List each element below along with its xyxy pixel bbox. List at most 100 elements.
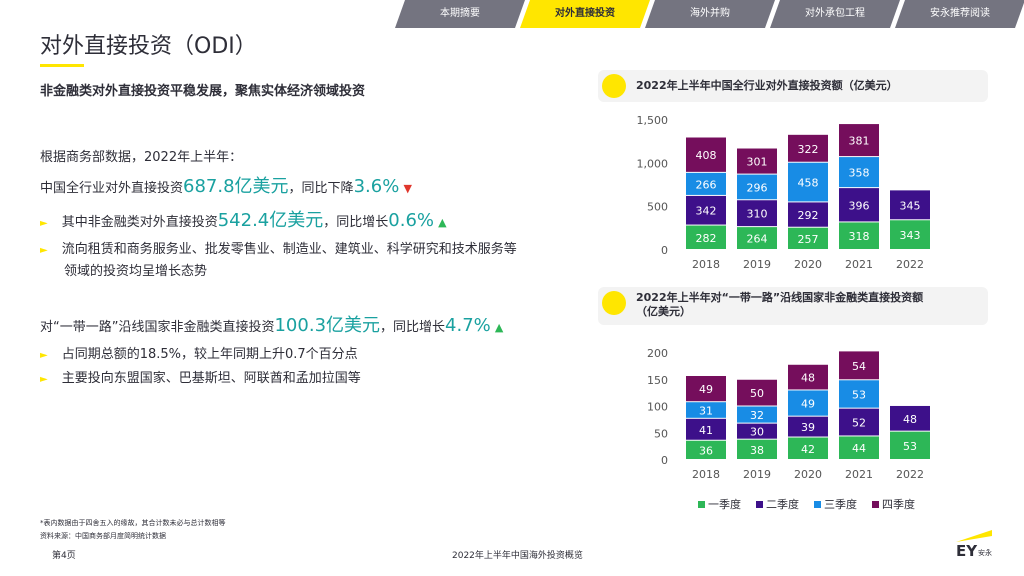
legend-label: 二季度 (766, 497, 799, 511)
bar-data-label: 53 (903, 440, 917, 453)
total-odi-line: 中国全行业对外直接投资687.8亿美元，同比下降3.6% ▼ (40, 172, 412, 198)
footnote: *表内数据由于四舍五入的缘故，其合计数未必与总计数相等 (40, 519, 226, 527)
source-note: 资料来源：中国商务部月度简明统计数据 (40, 532, 166, 540)
y-tick-label: 1,000 (637, 157, 669, 170)
y-tick-label: 50 (654, 427, 668, 440)
x-tick-label: 2020 (794, 258, 822, 271)
bar-segment (839, 436, 879, 459)
sectors-text-line1: 流向租赁和商务服务业、批发零售业、制造业、建筑业、科学研究和技术服务等 (61, 242, 517, 257)
ey-logo-subtext: 安永 (978, 548, 992, 557)
legend-swatch (872, 501, 879, 508)
bar-data-label: 42 (801, 443, 815, 456)
bar-segment (686, 137, 726, 172)
bar-segment (788, 202, 828, 227)
bar-data-label: 343 (900, 229, 921, 242)
bar-data-label: 39 (801, 421, 815, 434)
bar-data-label: 358 (849, 167, 870, 180)
bar-segment (788, 437, 828, 459)
belt-road-label: 对“一带一路”沿线国家非金融类直接投资 (40, 320, 275, 335)
y-tick-label: 150 (647, 374, 668, 387)
bar-data-label: 257 (798, 233, 819, 246)
bar-data-label: 408 (696, 149, 717, 162)
total-odi-value: 687.8亿美元 (183, 176, 289, 197)
nonfinancial-value: 542.4亿美元 (217, 210, 324, 231)
bar-data-label: 49 (699, 383, 713, 396)
bullet-arrow-icon: ► (40, 245, 48, 256)
bar-data-label: 30 (750, 426, 764, 439)
bar-segment (890, 405, 930, 431)
yellow-dot-icon (602, 74, 626, 98)
bar-data-label: 48 (801, 372, 815, 385)
y-tick-label: 0 (661, 454, 668, 467)
sectors-text-line2: 领域的投资均呈增长态势 (64, 264, 208, 279)
up-arrow-icon: ▲ (494, 321, 504, 334)
bar-segment (839, 380, 879, 408)
bar-data-label: 292 (798, 209, 819, 222)
destinations-text: 主要投向东盟国家、巴基斯坦、阿联酋和孟加拉国等 (61, 371, 361, 386)
bar-data-label: 54 (852, 360, 866, 373)
bar-data-label: 322 (798, 143, 819, 156)
nonfinancial-change-value: 0.6% (388, 210, 434, 231)
x-tick-label: 2018 (692, 258, 720, 271)
bar-segment (686, 440, 726, 459)
y-tick-label: 200 (647, 347, 668, 360)
bar-data-label: 458 (798, 177, 819, 190)
bar-data-label: 318 (849, 230, 870, 243)
bar-data-label: 31 (699, 405, 713, 418)
legend-swatch (814, 501, 821, 508)
bar-data-label: 50 (750, 387, 764, 400)
tab-overseas-contracting[interactable]: 对外承包工程 (770, 0, 900, 28)
x-tick-label: 2019 (743, 258, 771, 271)
bar-data-label: 301 (747, 156, 768, 169)
bullet-nonfinancial: ► 其中非金融类对外直接投资542.4亿美元，同比增长0.6% ▲ (40, 206, 447, 232)
bullet-sectors: ► 流向租赁和商务服务业、批发零售业、制造业、建筑业、科学研究和技术服务等 (40, 238, 517, 257)
y-tick-label: 500 (647, 201, 668, 214)
bar-segment (788, 364, 828, 390)
y-tick-label: 0 (661, 244, 668, 257)
bar-segment (839, 157, 879, 188)
bar-segment (788, 416, 828, 437)
nonfinancial-label: 其中非金融类对外直接投资 (61, 215, 218, 230)
bar-data-label: 41 (699, 424, 713, 437)
bar-data-label: 266 (696, 178, 717, 191)
title-underline (40, 64, 84, 67)
chart2-header: 2022年上半年对“一带一路”沿线国家非金融类直接投资额 （亿美元） (598, 287, 988, 325)
bar-segment (839, 222, 879, 249)
share-text: 占同期总额的18.5%，较上年同期上升0.7个百分点 (61, 347, 358, 362)
bar-segment (737, 423, 777, 439)
total-odi-label: 中国全行业对外直接投资 (40, 181, 184, 196)
legend-label: 一季度 (708, 497, 741, 511)
ey-logo: EY 安永 (952, 528, 996, 560)
ey-logo-mark-icon: EY 安永 (956, 530, 992, 560)
intro-text: 根据商务部数据，2022年上半年： (40, 150, 243, 165)
bar-data-label: 282 (696, 232, 717, 245)
bar-data-label: 264 (747, 233, 768, 246)
bar-data-label: 296 (747, 181, 768, 194)
x-tick-label: 2021 (845, 468, 873, 481)
bar-segment (737, 379, 777, 406)
chart1-header: 2022年上半年中国全行业对外直接投资额（亿美元） (598, 70, 988, 102)
belt-road-change-label: ，同比增长 (380, 320, 446, 335)
belt-road-change-value: 4.7% (445, 315, 491, 336)
tab-summary[interactable]: 本期摘要 (395, 0, 525, 28)
tab-ey-reading[interactable]: 安永推荐阅读 (895, 0, 1024, 28)
bar-data-label: 310 (747, 208, 768, 221)
bar-data-label: 381 (849, 135, 870, 148)
legend-swatch (756, 501, 763, 508)
tab-odi[interactable]: 对外直接投资 (520, 0, 650, 28)
bullet-arrow-icon: ► (40, 350, 48, 361)
top-nav-tabs: 本期摘要 对外直接投资 海外并购 对外承包工程 安永推荐阅读 (395, 0, 1024, 28)
tab-overseas-ma[interactable]: 海外并购 (645, 0, 775, 28)
page-subtitle: 非金融类对外直接投资平稳发展，聚焦实体经济领域投资 (40, 84, 366, 99)
legend-label: 三季度 (824, 497, 857, 511)
footer-title: 2022年上半年中国海外投资概览 (452, 551, 583, 561)
bar-data-label: 32 (750, 409, 764, 422)
bar-segment (737, 174, 777, 200)
bar-data-label: 44 (852, 442, 866, 455)
chart2-title: 2022年上半年对“一带一路”沿线国家非金融类直接投资额 (636, 291, 924, 304)
total-odi-change-label: ，同比下降 (288, 181, 354, 196)
bar-data-label: 48 (903, 413, 917, 426)
bar-data-label: 342 (696, 205, 717, 218)
chart2-title-unit: （亿美元） (636, 305, 691, 318)
up-arrow-icon: ▲ (438, 216, 447, 229)
